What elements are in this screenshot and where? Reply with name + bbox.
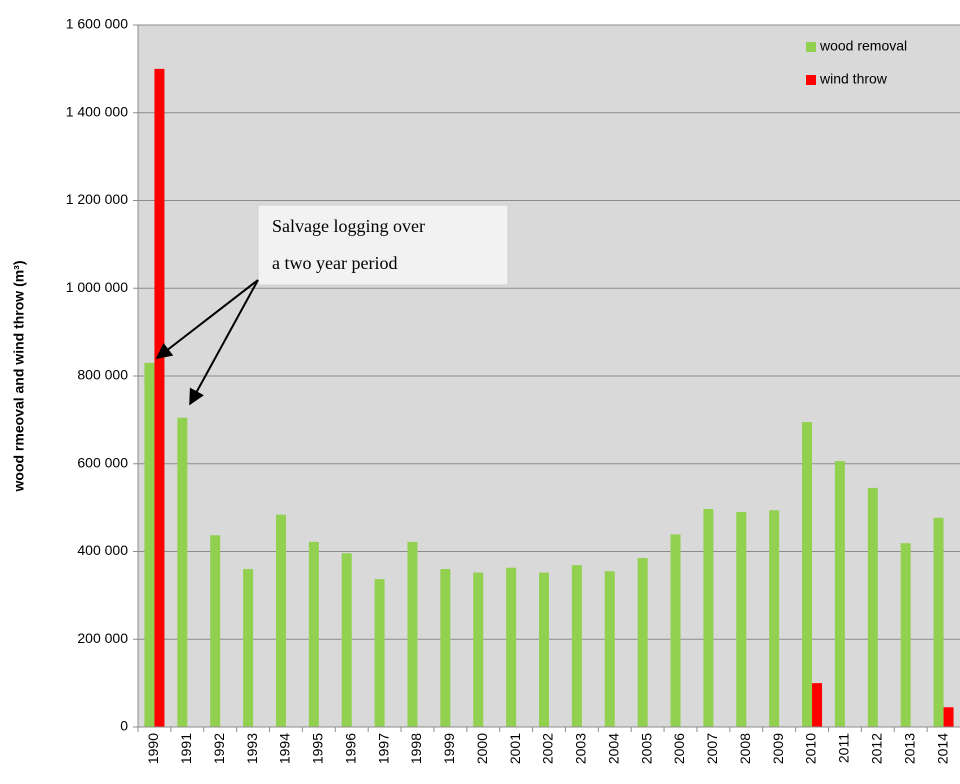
bar <box>210 535 221 727</box>
bar <box>769 510 780 727</box>
x-tick-label: 2014 <box>934 733 950 764</box>
bar <box>571 565 582 727</box>
bar <box>154 68 165 727</box>
x-tick-label: 2012 <box>869 733 885 764</box>
y-axis-label: wood rmeoval and wind throw (m³) <box>11 261 27 493</box>
bar <box>440 569 451 727</box>
annotation-arrow <box>155 279 259 359</box>
y-tick-label: 0 <box>120 718 128 734</box>
bar <box>506 567 517 727</box>
bar <box>637 558 648 727</box>
bar <box>144 362 155 727</box>
bar <box>900 543 911 727</box>
x-tick-label: 2001 <box>507 733 523 764</box>
legend-label: wood removal <box>819 38 907 54</box>
bar <box>308 541 319 727</box>
chart-layer: 0 200 000 400 000 600 000 800 000 1 000 000 1 … <box>66 16 960 764</box>
bar <box>943 707 954 727</box>
y-tick-label: 600 000 <box>77 454 128 470</box>
annotation-line: a two year period <box>272 253 397 273</box>
legend-swatch <box>806 42 816 52</box>
legend-swatch <box>806 75 816 85</box>
x-tick-label: 1990 <box>145 733 161 764</box>
x-tick-label: 2009 <box>770 733 786 764</box>
y-tick-label: 200 000 <box>77 630 128 646</box>
y-tick-label: 800 000 <box>77 367 128 383</box>
bar <box>867 487 878 727</box>
x-tick-label: 1994 <box>277 733 293 764</box>
x-tick-label: 1997 <box>375 733 391 764</box>
x-tick-label: 2011 <box>836 733 852 763</box>
bar <box>802 422 813 727</box>
bar <box>473 572 484 727</box>
x-tick-label: 1995 <box>310 733 326 764</box>
bar <box>243 569 254 727</box>
x-tick-label: 1996 <box>342 733 358 764</box>
bar <box>604 571 615 727</box>
bar <box>933 517 944 727</box>
bar <box>834 461 845 727</box>
x-tick-label: 1999 <box>441 733 457 764</box>
x-tick-label: 1993 <box>244 733 260 764</box>
bar <box>539 572 549 727</box>
x-tick-label: 2010 <box>803 733 819 764</box>
annotation-arrow <box>189 279 259 406</box>
x-tick-label: 2008 <box>737 733 753 764</box>
y-tick-label: 400 000 <box>77 542 128 558</box>
x-tick-label: 1991 <box>178 733 194 764</box>
x-tick-label: 1998 <box>408 733 424 764</box>
annotation-line: Salvage logging over <box>272 216 425 236</box>
bar <box>736 512 747 727</box>
y-tick-label: 1 600 000 <box>66 16 128 32</box>
x-tick-label: 2003 <box>573 733 589 764</box>
x-tick-label: 2004 <box>605 733 621 764</box>
x-tick-label: 2002 <box>540 733 556 764</box>
bar <box>341 553 352 727</box>
annotation-box <box>257 204 509 286</box>
x-tick-label: 1992 <box>211 733 227 764</box>
bar <box>407 541 418 727</box>
x-tick-label: 2013 <box>901 733 917 764</box>
bar <box>275 514 286 727</box>
bar <box>703 508 714 727</box>
y-tick-label: 1 000 000 <box>66 279 128 295</box>
x-tick-label: 2005 <box>638 733 654 764</box>
y-tick-label: 1 200 000 <box>66 191 128 207</box>
bar <box>670 534 681 727</box>
x-tick-label: 2007 <box>704 733 720 764</box>
bar <box>374 579 385 727</box>
x-tick-label: 2006 <box>671 733 687 764</box>
legend-label: wind throw <box>819 71 888 87</box>
x-tick-label: 2000 <box>474 733 490 764</box>
bar <box>812 683 823 727</box>
y-tick-label: 1 400 000 <box>66 103 128 119</box>
bar <box>177 417 188 727</box>
